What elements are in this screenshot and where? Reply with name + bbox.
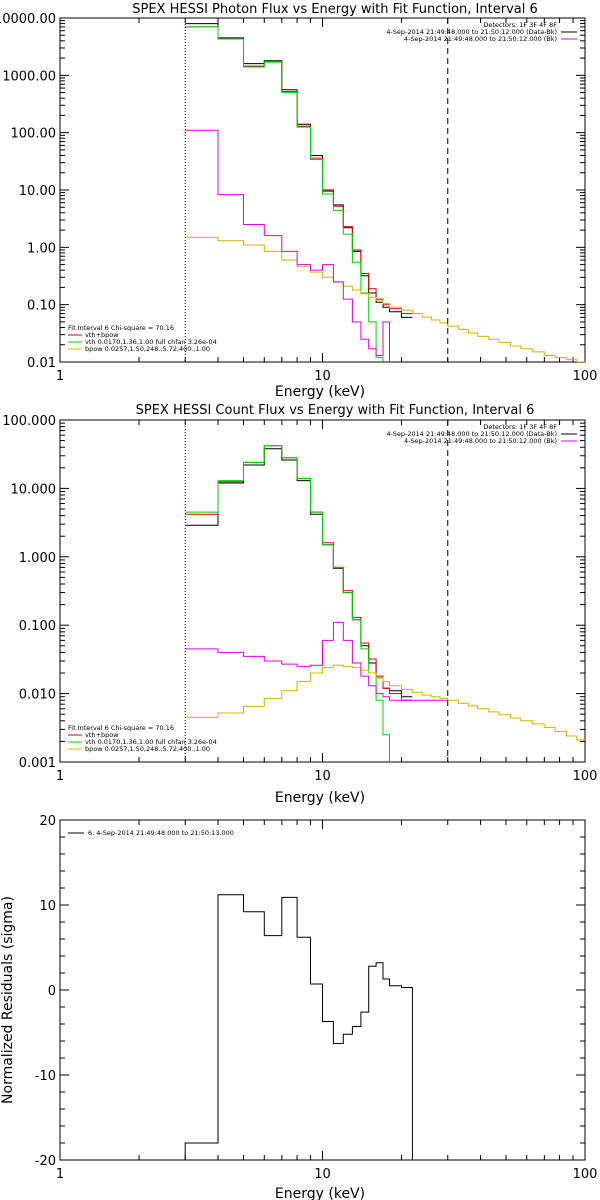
thermal-series [185,445,390,762]
count-flux-title: SPEX HESSI Count Flux vs Energy with Fit… [136,403,535,418]
y-tick-label: 100.00 [11,127,57,142]
series-group [185,445,585,762]
legend-entry: 4-Sep-2014 21:49:48.000 to 21:50:12.000 … [404,35,557,43]
residuals-y-label: Normalized Residuals (sigma) [0,896,16,1104]
y-tick-label: 1000.00 [2,69,56,84]
series-group [185,23,585,362]
y-tick-label: 100.000 [2,414,56,429]
y-tick-label: 20 [39,814,56,829]
power-law-series [185,664,585,741]
thermal-plus-power-series [185,26,413,314]
thermal-plus-power-series [185,445,413,701]
legend-entry: 4-Sep-2014 21:49:48.000 to 21:50:12.000 … [404,437,557,445]
fit-legend-entry: bpow 0.0257,1.50,248.,5.72,400.,1.00 [85,345,210,353]
y-tick-label: 0.010 [19,688,56,703]
fit-legend-header: Fit Interval 6 Chi-square = 70.16 [68,724,174,732]
fit-legend-entry: bpow 0.0257,1.50,248.,5.72,400.,1.00 [85,745,210,753]
count-flux-x-label: Energy (keV) [275,790,365,806]
x-tick-label: 10 [314,369,331,384]
y-tick-label: 0.100 [19,619,56,634]
y-tick-label: 0.001 [19,756,56,771]
legend-entry: Detectors: 1F 3F 4F 8F [483,21,557,29]
data-series [185,23,413,318]
residuals-panel: Energy (keV) Normalized Residuals (sigma… [0,814,597,1200]
x-tick-label: 1 [56,1167,64,1182]
y-tick-label: 10.00 [19,184,56,199]
legend-entry: 6. 4-Sep-2014 21:49:48.000 to 21:50:13.0… [88,829,234,837]
legend-entry: 4-Sep-2014 21:49:48.000 to 21:50:12.000 … [386,430,557,438]
y-tick-label: 1.000 [19,551,56,566]
x-tick-label: 100 [573,769,598,784]
photon-flux-x-label: Energy (keV) [275,384,365,400]
thermal-series [185,26,384,362]
y-tick-label: 1.00 [27,241,56,256]
data-series [184,894,413,1160]
background-series [185,129,390,362]
count-flux-plot-area: 1 10 100 0.001 0.010 0.100 1.000 10.000 100.000 D… [2,414,597,784]
plot-frame [59,419,586,763]
fit-legend-header: Fit Interval 6 Chi-square = 70.16 [68,324,174,332]
fit-legend-entry: vth+bpow [85,331,119,339]
residuals-x-label: Energy (keV) [275,1186,365,1200]
fit-legend-entry: vth 0.0170,1.36,1.00 full chfan 3.26e-04 [85,738,217,746]
y-tick-label: 10 [39,899,56,914]
y-tick-label: 10.000 [11,482,57,497]
residuals-plot-area: 1 10 100 -20 -10 0 10 20 6. 4-Sep-2014 21:49:48.… [35,814,598,1182]
y-tick-label: 0 [48,984,56,999]
legend-entry: Detectors: 1F 3F 4F 8F [483,423,557,431]
x-tick-label: 1 [56,769,64,784]
y-tick-label: 0.01 [27,356,56,371]
series-group [184,894,413,1160]
fit-legend-entry: vth+bpow [85,731,119,739]
background-series [185,621,448,701]
y-tick-label: 0.10 [27,299,56,314]
photon-flux-title: SPEX HESSI Photon Flux vs Energy with Fi… [132,2,538,17]
x-tick-label: 10 [314,1167,331,1182]
x-tick-label: 1 [56,369,64,384]
y-tick-label: 10000.00 [0,12,56,27]
x-tick-label: 100 [573,1167,598,1182]
power-law-series [185,236,585,362]
photon-flux-plot-area: 1 10 100 0.01 0.10 1.00 10.00 100.00 1000.00 1000… [0,12,597,384]
data-series [185,448,413,698]
photon-flux-panel: SPEX HESSI Photon Flux vs Energy with Fi… [0,2,597,400]
fit-legend-entry: vth 0.0170,1.36,1.00 full chfan 3.26e-04 [85,338,217,346]
y-tick-label: -10 [35,1069,56,1084]
y-tick-label: -20 [35,1154,56,1169]
legend-entry: 4-Sep-2014 21:49:48.000 to 21:50:12.000 … [386,28,557,36]
x-tick-label: 10 [314,769,331,784]
x-tick-label: 100 [573,369,598,384]
count-flux-panel: SPEX HESSI Count Flux vs Energy with Fit… [2,403,597,806]
